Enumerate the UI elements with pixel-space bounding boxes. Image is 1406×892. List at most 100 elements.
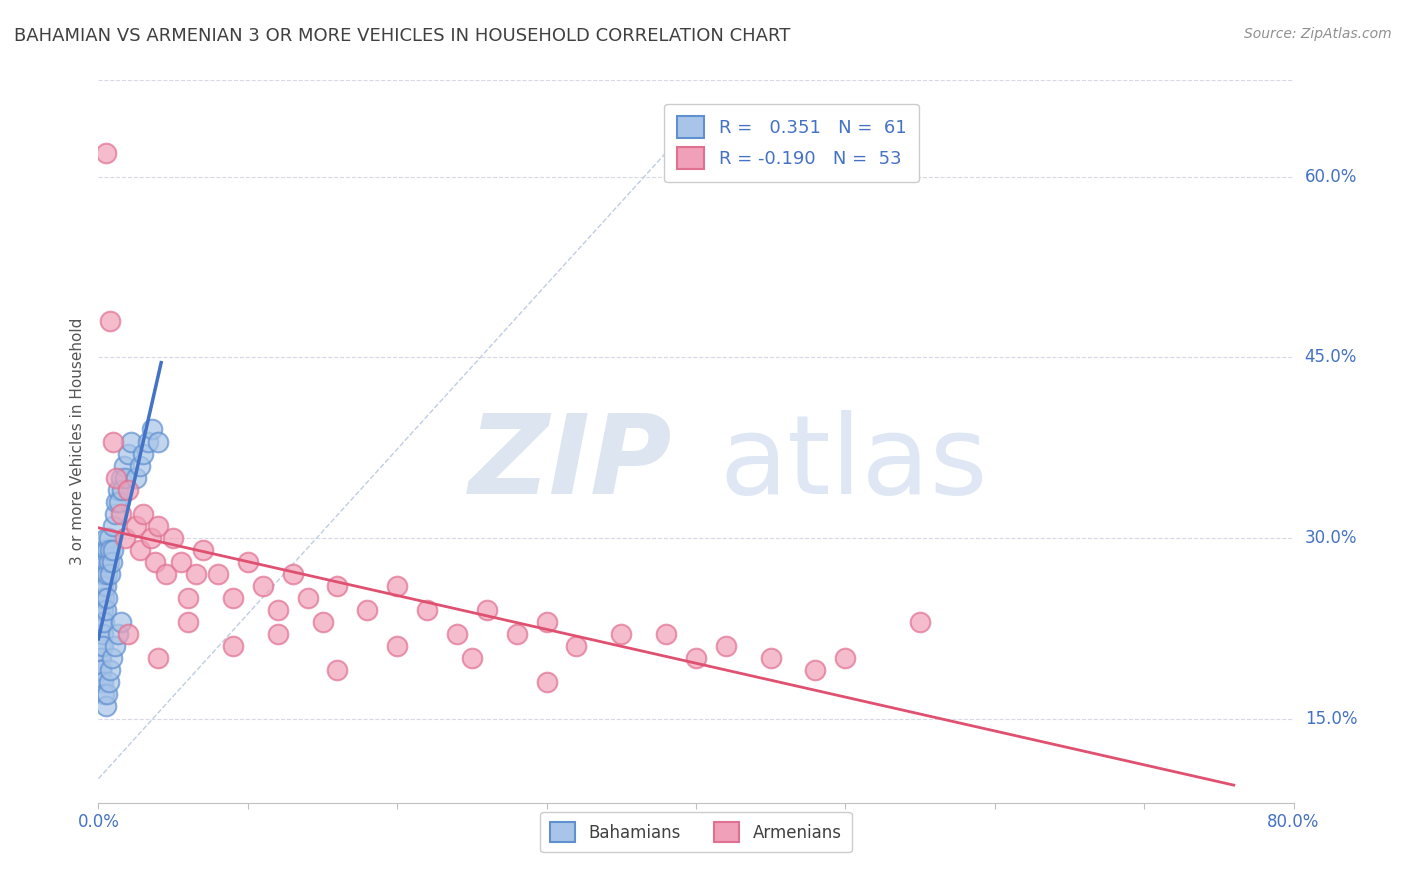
Point: [267, 603, 290, 617]
Point: [91, 579, 114, 593]
Point: [136, 434, 159, 449]
Point: [148, 651, 170, 665]
Point: [141, 423, 163, 437]
Point: [96, 542, 118, 557]
Point: [184, 567, 207, 582]
Point: [148, 519, 170, 533]
Point: [125, 471, 148, 485]
Point: [93, 591, 115, 606]
Point: [177, 591, 200, 606]
Text: 15.0%: 15.0%: [1305, 709, 1357, 728]
Point: [103, 434, 125, 449]
Point: [98, 542, 122, 557]
Point: [90, 639, 112, 653]
Point: [90, 664, 112, 678]
Point: [326, 664, 349, 678]
Point: [804, 664, 827, 678]
Text: 30.0%: 30.0%: [1305, 529, 1357, 547]
Point: [655, 627, 678, 641]
Point: [114, 471, 136, 485]
Point: [169, 555, 191, 569]
Point: [129, 542, 152, 557]
Point: [94, 699, 117, 714]
Point: [129, 458, 152, 473]
Point: [91, 627, 114, 641]
Point: [96, 591, 118, 606]
Point: [93, 542, 115, 557]
Point: [714, 639, 737, 653]
Point: [107, 627, 129, 641]
Point: [461, 651, 484, 665]
Point: [506, 627, 529, 641]
Point: [191, 542, 214, 557]
Point: [104, 507, 127, 521]
Point: [155, 567, 177, 582]
Text: 60.0%: 60.0%: [1305, 168, 1357, 186]
Point: [610, 627, 633, 641]
Point: [90, 591, 112, 606]
Point: [281, 567, 304, 582]
Point: [91, 639, 114, 653]
Point: [90, 615, 112, 630]
Point: [148, 434, 170, 449]
Point: [565, 639, 588, 653]
Point: [685, 651, 707, 665]
Point: [222, 591, 245, 606]
Point: [110, 507, 132, 521]
Point: [120, 434, 142, 449]
Point: [91, 675, 114, 690]
Point: [908, 615, 931, 630]
Point: [222, 639, 245, 653]
Point: [416, 603, 439, 617]
Point: [90, 664, 112, 678]
Point: [94, 531, 117, 545]
Point: [536, 615, 558, 630]
Point: [97, 531, 120, 545]
Point: [326, 579, 349, 593]
Point: [105, 494, 128, 508]
Point: [103, 519, 125, 533]
Point: [105, 471, 128, 485]
Text: atlas: atlas: [720, 409, 988, 516]
Legend: Bahamians, Armenians: Bahamians, Armenians: [540, 812, 852, 852]
Point: [117, 627, 139, 641]
Point: [93, 687, 115, 701]
Point: [89, 651, 111, 665]
Point: [104, 639, 127, 653]
Point: [834, 651, 856, 665]
Point: [125, 519, 148, 533]
Point: [89, 603, 111, 617]
Text: 45.0%: 45.0%: [1305, 348, 1357, 367]
Point: [446, 627, 468, 641]
Point: [101, 555, 124, 569]
Point: [385, 639, 409, 653]
Point: [97, 675, 120, 690]
Point: [132, 507, 155, 521]
Point: [207, 567, 229, 582]
Point: [143, 555, 166, 569]
Point: [139, 531, 162, 545]
Point: [110, 615, 132, 630]
Point: [94, 603, 117, 617]
Point: [98, 314, 122, 328]
Point: [91, 603, 114, 617]
Point: [117, 446, 139, 460]
Point: [94, 145, 117, 160]
Point: [96, 567, 118, 582]
Point: [90, 651, 112, 665]
Point: [108, 494, 131, 508]
Point: [98, 664, 122, 678]
Point: [89, 664, 111, 678]
Point: [267, 627, 290, 641]
Text: Source: ZipAtlas.com: Source: ZipAtlas.com: [1244, 27, 1392, 41]
Point: [94, 579, 117, 593]
Point: [89, 627, 111, 641]
Point: [162, 531, 184, 545]
Point: [385, 579, 409, 593]
Point: [103, 542, 125, 557]
Point: [96, 687, 118, 701]
Point: [107, 483, 129, 497]
Point: [94, 555, 117, 569]
Point: [536, 675, 558, 690]
Point: [475, 603, 498, 617]
